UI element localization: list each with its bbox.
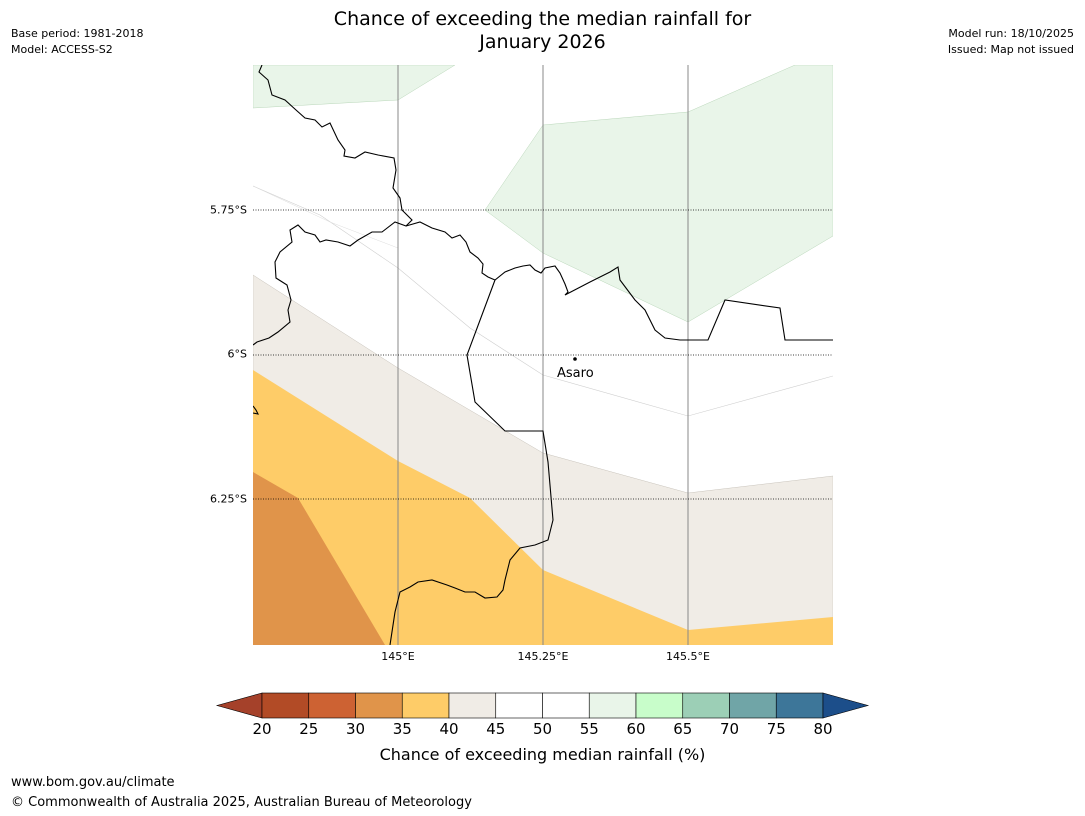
lon-label-145-5: 145.5°E xyxy=(666,650,710,663)
footer-url[interactable]: www.bom.gov.au/climate xyxy=(11,775,175,790)
colorbar-bin-20-25 xyxy=(261,692,310,719)
colorbar-tick-70: 70 xyxy=(719,720,740,738)
boundary-line-edge xyxy=(253,405,259,415)
region-55-60-top-right xyxy=(484,65,833,323)
title-line-1: Chance of exceeding the median rainfall … xyxy=(333,8,752,30)
colorbar-bin-65-70 xyxy=(682,692,730,719)
colorbar-tick-55: 55 xyxy=(579,720,599,738)
model-name: Model: ACCESS-S2 xyxy=(11,43,113,56)
colorbar-bin-60-65 xyxy=(635,692,684,719)
title-line-2: January 2026 xyxy=(479,31,606,53)
meta-left: Base period: 1981-2018 Model: ACCESS-S2 xyxy=(11,26,143,58)
map-title: Chance of exceeding the median rainfall … xyxy=(0,8,1085,54)
boundary-line-south xyxy=(389,279,554,645)
colorbar-bin-75-80 xyxy=(775,692,824,719)
colorbar-bin-35-40 xyxy=(401,692,450,719)
colorbar-tick-80: 80 xyxy=(813,720,833,738)
lon-label-145-25: 145.25°E xyxy=(517,650,569,663)
colorbar-bin-25-30 xyxy=(308,692,356,719)
colorbar xyxy=(215,692,870,719)
colorbar-tick-40: 40 xyxy=(439,720,459,738)
colorbar-extend-low xyxy=(215,692,263,719)
colorbar-tick-45: 45 xyxy=(486,720,506,738)
colorbar-tick-20: 20 xyxy=(252,720,272,738)
asaro-marker xyxy=(573,357,577,361)
boundary-line-central xyxy=(405,221,833,341)
colorbar-tick-35: 35 xyxy=(392,720,412,738)
meta-right: Model run: 18/10/2025 Issued: Map not is… xyxy=(948,26,1074,58)
colorbar-bin-30-35 xyxy=(355,692,403,719)
region-30-35 xyxy=(253,472,385,645)
footer-copyright: © Commonwealth of Australia 2025, Austra… xyxy=(11,795,472,810)
colorbar-label: Chance of exceeding median rainfall (%) xyxy=(379,745,706,764)
colorbar-extend-high xyxy=(822,692,870,719)
colorbar-tick-75: 75 xyxy=(766,720,786,738)
model-run: Model run: 18/10/2025 xyxy=(948,27,1074,40)
base-period: Base period: 1981-2018 xyxy=(11,27,144,40)
lon-label-145: 145°E xyxy=(381,650,415,663)
colorbar-bin-45-50 xyxy=(495,692,543,719)
colorbar-bin-50-55 xyxy=(542,692,590,719)
colorbar-tick-65: 65 xyxy=(673,720,693,738)
lat-label-6: 6°S xyxy=(227,347,247,361)
colorbar-bin-70-75 xyxy=(729,692,777,719)
colorbar-bin-55-60 xyxy=(588,692,637,719)
issued-status: Issued: Map not issued xyxy=(947,43,1074,56)
colorbar-tick-60: 60 xyxy=(626,720,646,738)
lat-label-5-75: 5.75°S xyxy=(210,203,247,217)
boundary-line-west xyxy=(253,65,413,346)
colorbar-tick-30: 30 xyxy=(345,720,366,738)
colorbar-tick-50: 50 xyxy=(532,720,553,738)
lat-label-6-25: 6.25°S xyxy=(210,492,247,506)
asaro-label: Asaro xyxy=(557,366,594,381)
colorbar-bin-40-45 xyxy=(448,692,497,719)
contour-line-2 xyxy=(253,185,399,249)
colorbar-tick-25: 25 xyxy=(299,720,319,738)
map-area: Asaro xyxy=(253,65,833,645)
